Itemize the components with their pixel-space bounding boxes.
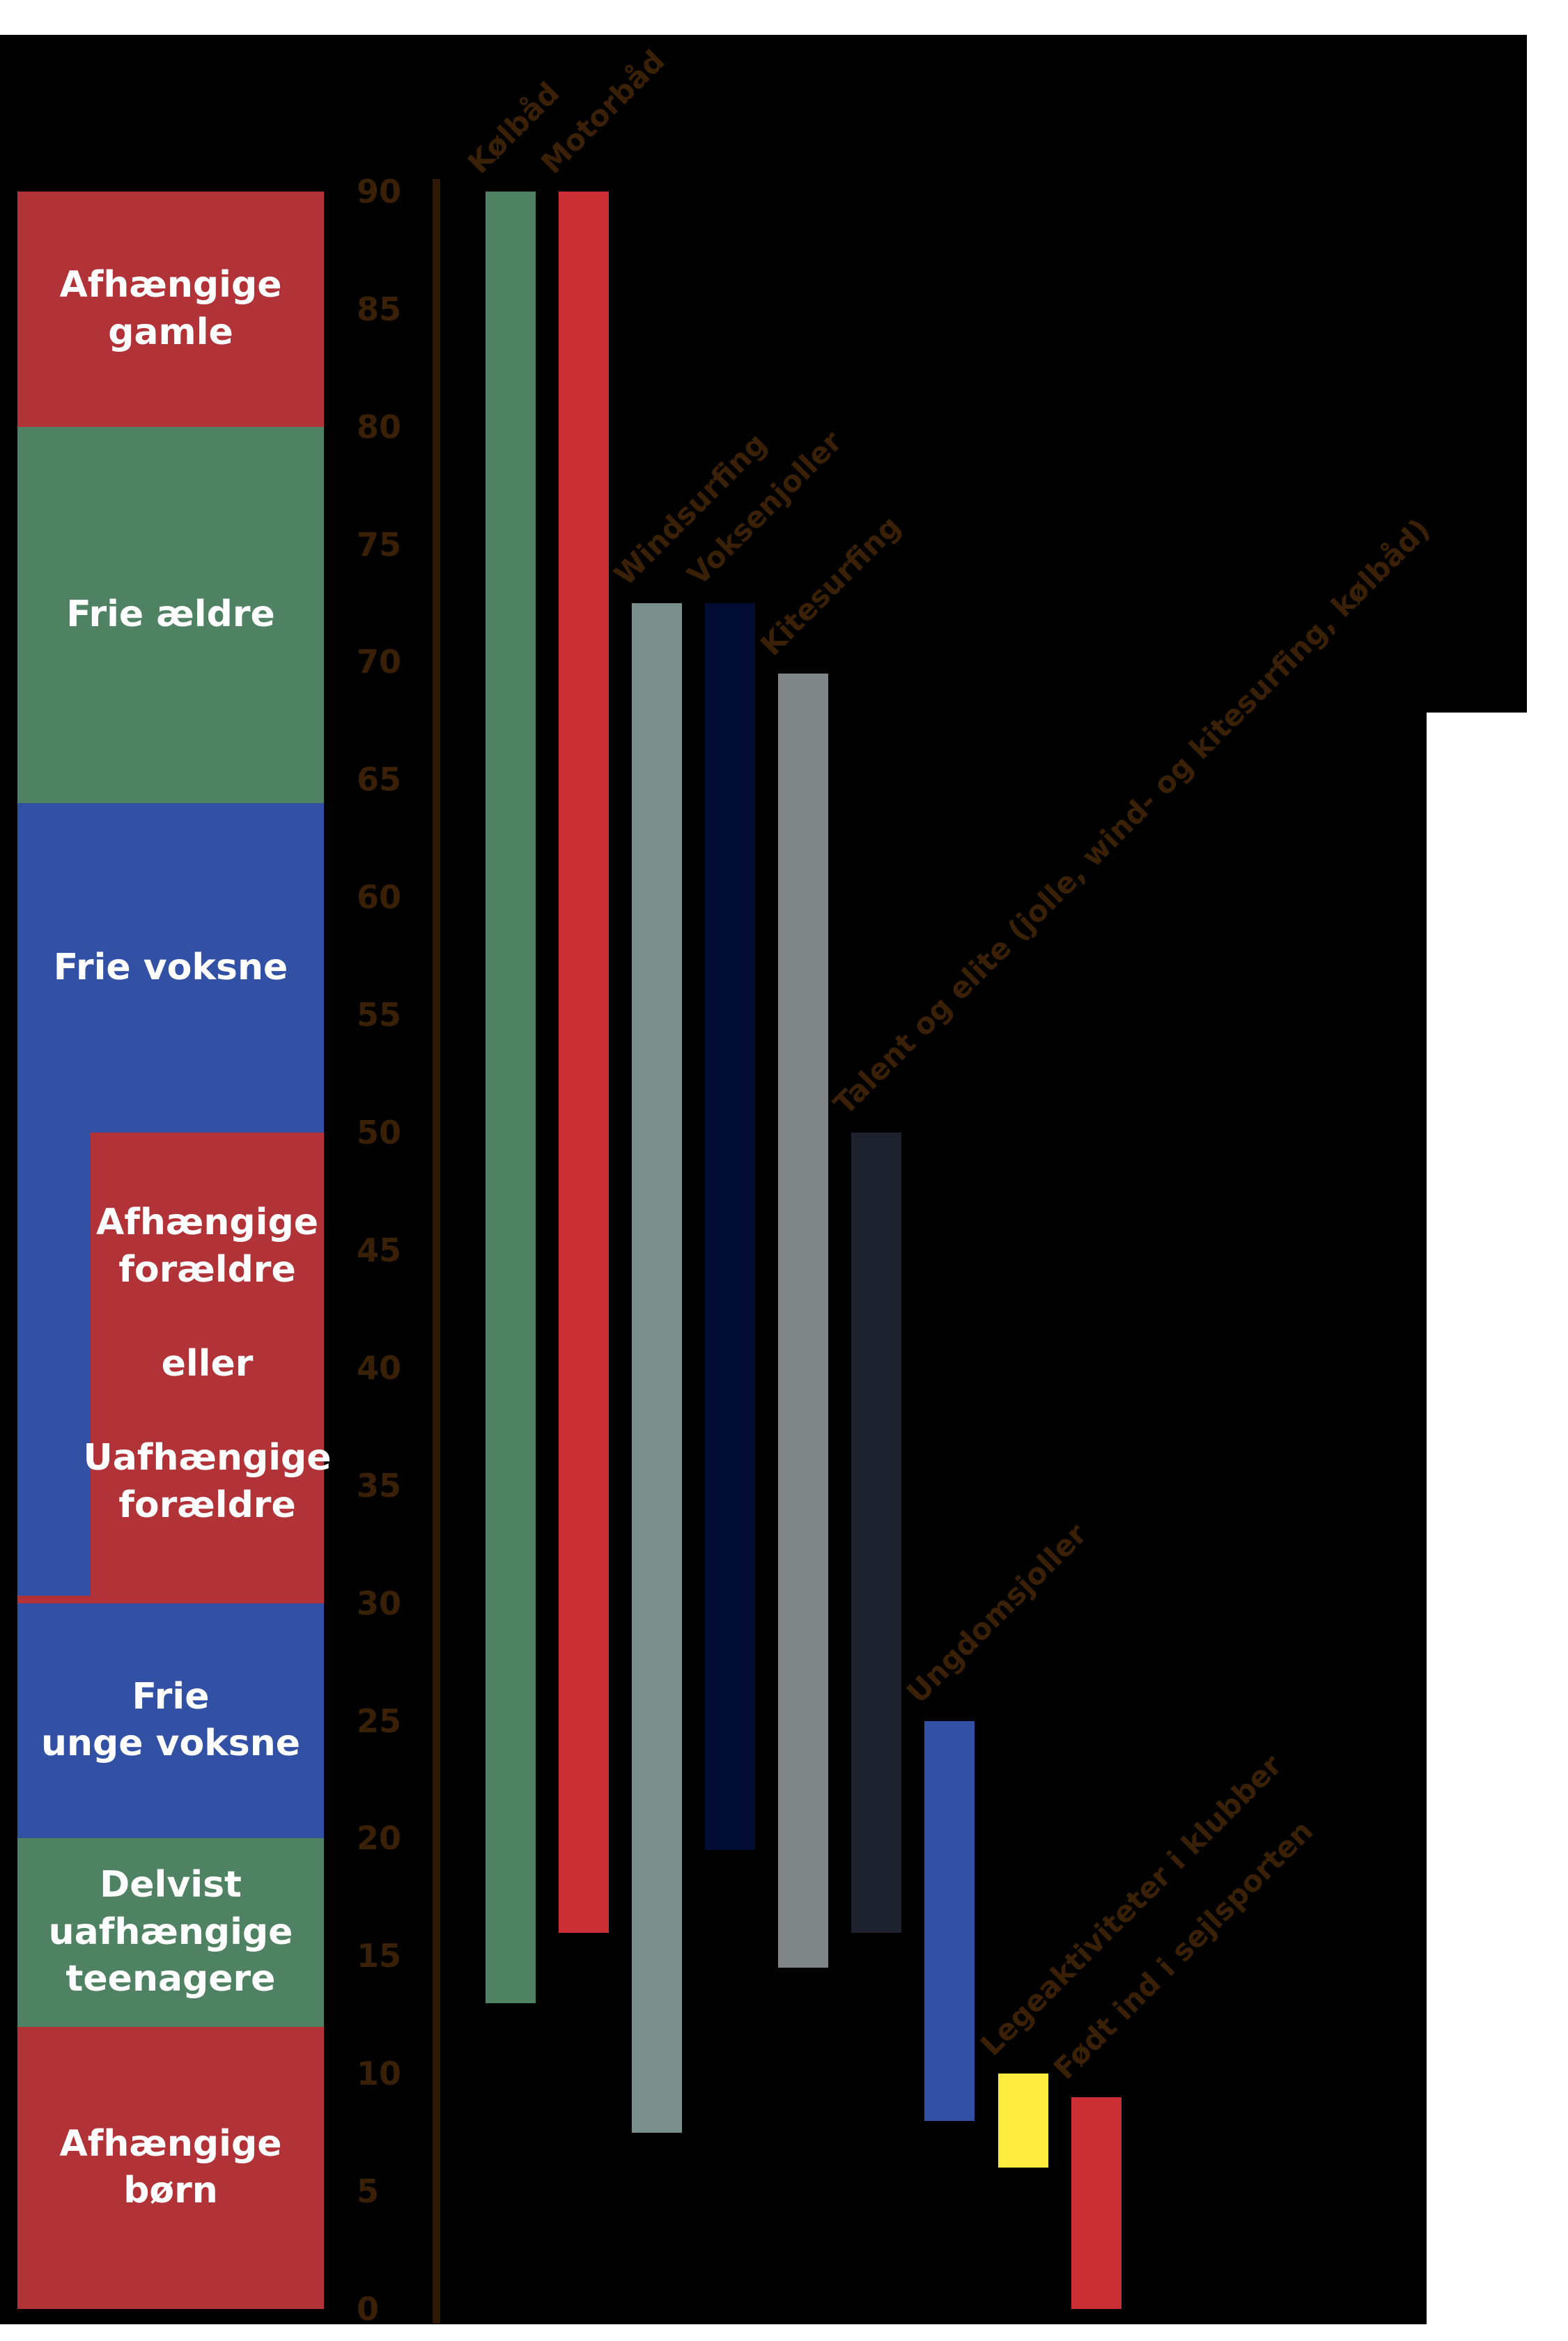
life-stage-block: Frie ældre: [17, 426, 324, 804]
life-stage-label-line: Afhængige: [96, 1201, 318, 1244]
life-stage-block: Delvist uafhængige teenagere: [17, 1838, 324, 2027]
axis-tick-label: 55: [357, 996, 402, 1034]
axis-tick-label: 0: [357, 2290, 380, 2328]
life-stage-label: Frie unge voksne: [17, 1603, 324, 1839]
life-stage-label: Delvist uafhængige teenagere: [17, 1838, 324, 2026]
axis-tick-label: 75: [357, 525, 402, 563]
life-stage-label: Frie ældre: [17, 427, 324, 803]
life-stage-block: Afhængige gamle: [17, 191, 324, 427]
axis-tick-label: 80: [357, 407, 402, 446]
life-stage-block: [17, 1596, 324, 1603]
age-axis-line: [433, 179, 440, 2324]
axis-tick-label: 5: [357, 2172, 380, 2211]
axis-tick-label: 35: [357, 1466, 402, 1504]
life-stage-label-line: Afhængige: [59, 264, 282, 306]
life-stage-label: Afhængige børn: [17, 2027, 324, 2309]
life-stage-label-line: eller: [161, 1342, 254, 1385]
life-stage-label-line: gamle: [108, 311, 233, 353]
axis-tick-label: 90: [357, 172, 402, 210]
activity-bar: [705, 602, 755, 1851]
life-stage-label-line: unge voksne: [40, 1722, 301, 1765]
life-stage-block: Afhængige børn: [17, 2026, 324, 2309]
life-stage-label-line: forældre: [118, 1484, 296, 1526]
life-stage-label-line: Frie ældre: [66, 593, 275, 636]
life-stage-label-line: [201, 1293, 213, 1341]
life-stage-block: Frie voksne: [17, 803, 324, 1133]
axis-tick-label: 20: [357, 1819, 402, 1858]
life-stage-label-line: Frie voksne: [53, 946, 288, 988]
life-stage-block: Frie unge voksne: [17, 1603, 324, 1839]
life-stage-block: Afhængige forældre eller Uafhængige foræld…: [84, 1133, 332, 1596]
life-stage-label-line: Delvist: [100, 1864, 242, 1906]
axis-tick-label: 45: [357, 1231, 402, 1269]
axis-tick-label: 10: [357, 2055, 402, 2093]
life-stage-block: [17, 1133, 91, 1596]
life-stage-label-line: børn: [123, 2170, 218, 2212]
axis-tick-label: 25: [357, 1702, 402, 1740]
life-stage-label-line: Frie: [132, 1675, 210, 1718]
activity-bar: [486, 191, 536, 2003]
activity-bar: [998, 2074, 1048, 2168]
life-stage-label: Afhængige forældre eller Uafhængige foræld…: [84, 1133, 332, 1596]
axis-tick-label: 85: [357, 290, 402, 328]
axis-tick-label: 15: [357, 1937, 402, 1975]
axis-tick-label: 65: [357, 761, 402, 799]
life-stage-label-line: teenagere: [65, 1958, 276, 2000]
life-stage-label: Afhængige gamle: [17, 192, 324, 427]
activity-bar: [559, 191, 609, 1933]
activity-bar: [632, 602, 682, 2133]
axis-tick-label: 30: [357, 1584, 402, 1622]
activity-bar: [1071, 2097, 1121, 2309]
axis-tick-label: 70: [357, 643, 402, 681]
life-stage-label-line: Afhængige: [59, 2122, 282, 2165]
activity-bar: [778, 674, 828, 1968]
life-stage-label: Frie voksne: [17, 803, 324, 1133]
life-stage-label-line: [201, 1388, 213, 1436]
life-stage-label-line: Uafhængige: [83, 1437, 332, 1479]
life-stage-label-line: forældre: [118, 1248, 296, 1291]
life-stage-label-line: uafhængige: [48, 1911, 293, 1953]
activity-bar: [924, 1720, 975, 2121]
axis-tick-label: 50: [357, 1114, 402, 1151]
activity-bar: [851, 1133, 901, 1933]
axis-tick-label: 40: [357, 1348, 402, 1387]
axis-tick-label: 60: [357, 878, 402, 917]
